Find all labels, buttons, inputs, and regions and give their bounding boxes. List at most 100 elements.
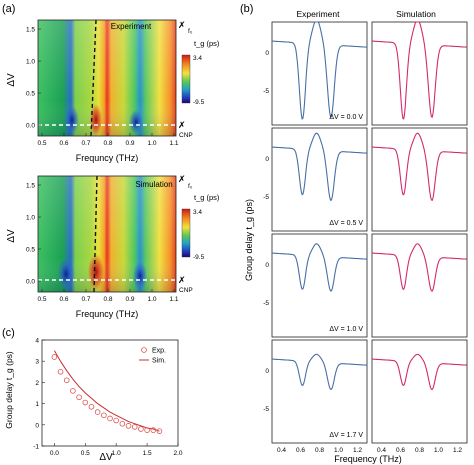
heatmap-simulation: Simulation t_g (ps) 3.4 -9.5 ✗ f₀ ✗ CNP: [37, 174, 220, 294]
colorbar-max-bottom: 3.4: [193, 209, 202, 216]
colorbar-bottom: [181, 208, 191, 258]
y-tick-label: 0.0: [26, 123, 35, 130]
x-tick-label: 1.2: [353, 447, 362, 454]
experiment-point: [76, 394, 82, 401]
experiment-curve: [272, 132, 368, 201]
panel-b-xlabel: Frequency (THz): [334, 454, 402, 464]
y-tick-label: -5: [263, 300, 269, 307]
simulation-line: [53, 350, 160, 432]
heatmap-simulation-frame: [37, 175, 177, 293]
simulation-curve: [372, 132, 468, 202]
x-tick-label: 0.5: [37, 140, 46, 147]
experiment-point: [94, 409, 101, 415]
y-tick-label: -5: [263, 88, 269, 95]
heatmap-experiment-frame: [37, 19, 177, 137]
y-tick-label: 0: [35, 422, 39, 429]
experiment-point: [70, 388, 76, 394]
fermi-label-top: f₀: [188, 28, 193, 35]
x-tick-label: 1.1: [169, 296, 178, 303]
experiment-curve: [272, 243, 368, 292]
heatmap-top-xlabel: Frequncy (THz): [76, 153, 139, 163]
x-tick-label: 0.9: [125, 296, 134, 303]
x-tick-label: 1.0: [112, 450, 121, 457]
heatmap-experiment: Experiment t_g (ps) 3.4 -9.5 ✗ f₀ ✗ CNP: [37, 19, 220, 139]
subplot-frame: [371, 21, 468, 126]
x-tick-label: 1.0: [147, 140, 156, 147]
experiment-point: [107, 415, 113, 422]
heatmap-bottom-xlabel: Frequncy (THz): [76, 309, 139, 319]
cnp-marker-top: ✗: [178, 120, 186, 130]
x-tick-label: 0.7: [81, 140, 90, 147]
x-tick-label: 0.4: [277, 447, 286, 454]
subplot-frame: [371, 339, 468, 444]
group-delay-grid: 0 -5 ΔV = 0.0 V 0 -5 ΔV = 0.5 V 0 -5 ΔV = 1.0 V 0…: [263, 21, 468, 454]
blue-spot: [65, 106, 79, 134]
x-tick-label: 0.6: [59, 296, 68, 303]
y-tick-label: 0.5: [26, 91, 35, 98]
panel-c-ylabel: Group delay t_g (ps): [4, 351, 14, 429]
panel-c-xlabel: ΔV: [99, 452, 113, 463]
y-tick-label: 0: [265, 156, 269, 163]
voltage-label: ΔV = 1.7 V: [329, 432, 363, 439]
voltage-label: ΔV = 1.0 V: [329, 326, 363, 333]
x-tick-label: 2.0: [173, 450, 182, 457]
blue-spot: [133, 262, 147, 290]
y-tick-label: 0: [265, 368, 269, 375]
experiment-point: [144, 427, 150, 433]
x-tick-label: 0.8: [315, 447, 324, 454]
cnp-label-bottom: CNP: [179, 287, 193, 294]
panel-b-ylabel: Group delay t_g (ps): [244, 199, 254, 281]
subplot-frame: [371, 127, 468, 232]
colorbar-min-bottom: -9.5: [193, 254, 205, 261]
x-tick-label: 0.6: [296, 447, 305, 454]
y-tick-label: 2: [35, 380, 39, 387]
experiment-point: [113, 417, 119, 424]
colorbar-label-top: t_g (ps): [194, 39, 220, 48]
x-tick-label: 0.7: [81, 296, 90, 303]
x-tick-label: 1.2: [453, 447, 462, 454]
experiment-curve: [272, 353, 368, 390]
subplot-frame: [271, 21, 368, 126]
voltage-label: ΔV = 0.0 V: [329, 114, 363, 121]
simulation-curve: [372, 353, 468, 391]
heatmap-simulation-title: Simulation: [135, 180, 172, 189]
heatmap-tick-labels: 0.5 0.6 0.7 0.8 0.9 1.0 1.1 0.0 0.5 1.0 1.5 0.5 0.6 0…: [26, 27, 179, 304]
experiment-point: [150, 427, 157, 433]
blue-spot: [129, 110, 143, 134]
panel-a-label: (a): [2, 3, 15, 15]
experiment-curve: [272, 21, 368, 120]
experiment-point: [131, 424, 138, 430]
subplot-frame: [271, 127, 368, 232]
x-tick-label: 1.0: [334, 447, 343, 454]
x-tick-label: 0.4: [377, 447, 386, 454]
y-tick-label: 0: [265, 50, 269, 57]
heatmap-bottom-ylabel: ΔV: [6, 229, 17, 243]
experiment-point: [88, 403, 95, 410]
x-tick-label: 0.5: [37, 296, 46, 303]
y-tick-label: 3: [35, 359, 39, 366]
heatmap-experiment-title: Experiment: [111, 22, 152, 31]
column-title-experiment: Experiment: [297, 9, 341, 19]
x-tick-label: 0.0: [50, 450, 59, 457]
experiment-point: [156, 428, 163, 434]
cnp-marker-bottom: ✗: [178, 275, 186, 285]
x-tick-label: 0.6: [396, 447, 405, 454]
chart-frame: [41, 339, 179, 447]
x-tick-label: 0.8: [103, 296, 112, 303]
heatmap-experiment-shade: [38, 20, 176, 136]
fermi-label-bottom: f₀: [188, 183, 193, 190]
y-tick-label: 1.0: [26, 59, 35, 66]
experiment-point: [119, 420, 126, 427]
group-delay-vs-voltage-chart: 0.0 0.5 1.0 1.5 2.0 -1 0 1 2 3 4 Exp. Sim.: [33, 338, 183, 458]
experiment-point: [82, 399, 89, 406]
experiment-point: [63, 377, 70, 384]
legend-label-exp: Exp.: [152, 348, 166, 355]
y-tick-label: 1: [35, 401, 39, 408]
experiment-point: [57, 368, 64, 375]
y-tick-label: 0.5: [26, 247, 35, 254]
fermi-marker-bottom: ✗: [178, 174, 186, 184]
x-tick-label: 0.5: [81, 450, 90, 457]
colorbar-top: [181, 54, 191, 104]
voltage-label: ΔV = 0.5 V: [329, 220, 363, 227]
